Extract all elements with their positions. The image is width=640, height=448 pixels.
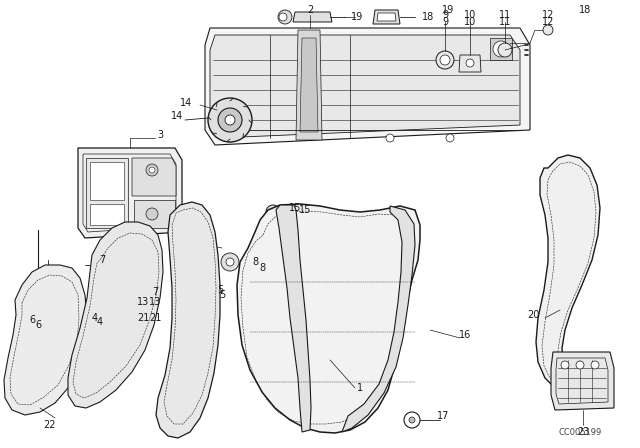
Circle shape xyxy=(498,43,512,57)
Text: 21: 21 xyxy=(149,313,161,323)
Text: 12: 12 xyxy=(542,17,554,27)
Polygon shape xyxy=(132,158,176,196)
Polygon shape xyxy=(134,200,175,228)
Text: 4: 4 xyxy=(92,313,98,323)
Circle shape xyxy=(386,134,394,142)
Text: 12: 12 xyxy=(542,10,554,20)
Polygon shape xyxy=(90,204,124,225)
Polygon shape xyxy=(551,352,614,410)
Circle shape xyxy=(225,115,235,125)
Text: CC005199: CC005199 xyxy=(558,427,602,436)
Circle shape xyxy=(198,271,212,285)
Text: 5: 5 xyxy=(219,290,225,300)
Circle shape xyxy=(266,205,280,219)
Text: 6: 6 xyxy=(35,320,41,330)
Circle shape xyxy=(409,417,415,423)
Circle shape xyxy=(270,209,276,215)
Text: 13: 13 xyxy=(149,297,161,307)
Polygon shape xyxy=(300,38,318,132)
Polygon shape xyxy=(4,265,87,415)
Circle shape xyxy=(591,361,599,369)
Polygon shape xyxy=(373,10,400,24)
Text: 6: 6 xyxy=(29,315,35,325)
Text: 18: 18 xyxy=(422,12,434,22)
Circle shape xyxy=(561,361,569,369)
Text: 19: 19 xyxy=(442,5,454,15)
Text: 20: 20 xyxy=(527,310,540,320)
Circle shape xyxy=(226,258,234,266)
Text: 1: 1 xyxy=(357,383,363,393)
Polygon shape xyxy=(78,148,182,238)
Text: 18: 18 xyxy=(579,5,591,15)
Polygon shape xyxy=(276,205,311,432)
Text: 4: 4 xyxy=(97,317,103,327)
Circle shape xyxy=(493,41,509,57)
Polygon shape xyxy=(205,28,530,145)
Text: 15: 15 xyxy=(289,203,301,213)
Text: 10: 10 xyxy=(464,17,476,27)
Circle shape xyxy=(404,412,420,428)
Text: 13: 13 xyxy=(137,297,149,307)
Text: 9: 9 xyxy=(442,17,448,27)
Polygon shape xyxy=(68,222,163,408)
Polygon shape xyxy=(210,35,520,138)
Text: 17: 17 xyxy=(437,411,449,421)
Text: 5: 5 xyxy=(217,285,223,295)
Text: 8: 8 xyxy=(252,257,258,267)
Text: 14: 14 xyxy=(171,111,183,121)
Polygon shape xyxy=(156,202,220,438)
Text: 10: 10 xyxy=(464,10,476,20)
Text: 14: 14 xyxy=(180,98,192,108)
Circle shape xyxy=(446,134,454,142)
Text: 11: 11 xyxy=(499,17,511,27)
Text: 16: 16 xyxy=(459,330,471,340)
Polygon shape xyxy=(293,12,332,22)
Polygon shape xyxy=(86,158,128,228)
Circle shape xyxy=(202,275,208,281)
Circle shape xyxy=(576,361,584,369)
Circle shape xyxy=(146,208,158,220)
Circle shape xyxy=(218,108,242,132)
Polygon shape xyxy=(377,13,396,21)
Polygon shape xyxy=(342,206,415,432)
Text: 22: 22 xyxy=(44,420,56,430)
Circle shape xyxy=(149,167,155,173)
Text: 7: 7 xyxy=(152,287,158,297)
Polygon shape xyxy=(536,155,600,390)
Circle shape xyxy=(436,51,454,69)
Polygon shape xyxy=(459,55,481,72)
Circle shape xyxy=(226,134,234,142)
Circle shape xyxy=(279,13,287,21)
Text: 19: 19 xyxy=(351,12,363,22)
Text: 3: 3 xyxy=(157,130,163,140)
Circle shape xyxy=(543,25,553,35)
Text: 23: 23 xyxy=(577,427,589,437)
Text: 2: 2 xyxy=(307,5,313,15)
Circle shape xyxy=(149,274,161,286)
Circle shape xyxy=(466,59,474,67)
Text: 7: 7 xyxy=(99,255,105,265)
Text: 8: 8 xyxy=(259,263,265,273)
Text: 15: 15 xyxy=(299,205,311,215)
Circle shape xyxy=(208,98,252,142)
Circle shape xyxy=(278,10,292,24)
Polygon shape xyxy=(237,204,420,433)
Text: 11: 11 xyxy=(499,10,511,20)
Text: 9: 9 xyxy=(442,10,448,20)
Polygon shape xyxy=(90,162,124,200)
Circle shape xyxy=(221,253,239,271)
Polygon shape xyxy=(490,38,512,60)
Circle shape xyxy=(440,55,450,65)
Polygon shape xyxy=(296,30,322,140)
Text: 21: 21 xyxy=(137,313,149,323)
Circle shape xyxy=(146,164,158,176)
